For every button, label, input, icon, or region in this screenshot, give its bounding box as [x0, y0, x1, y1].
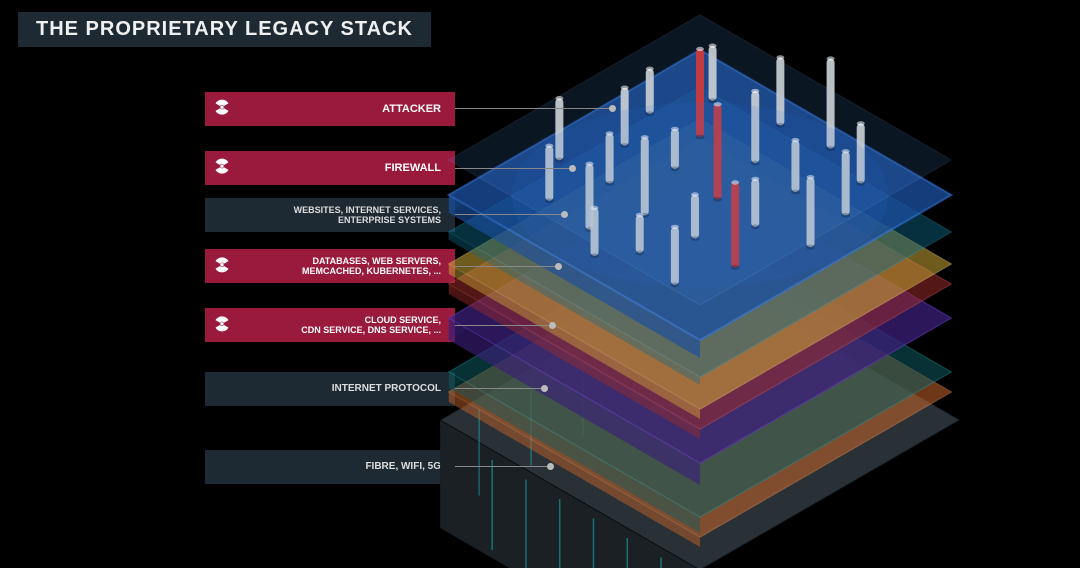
connector-line	[455, 214, 564, 215]
connector-line	[455, 108, 612, 109]
connector-line	[455, 388, 544, 389]
connector-line	[455, 168, 572, 169]
stack-diagram	[0, 0, 1080, 568]
connector-line	[455, 325, 552, 326]
connector-line	[455, 266, 558, 267]
connector-line	[455, 466, 550, 467]
